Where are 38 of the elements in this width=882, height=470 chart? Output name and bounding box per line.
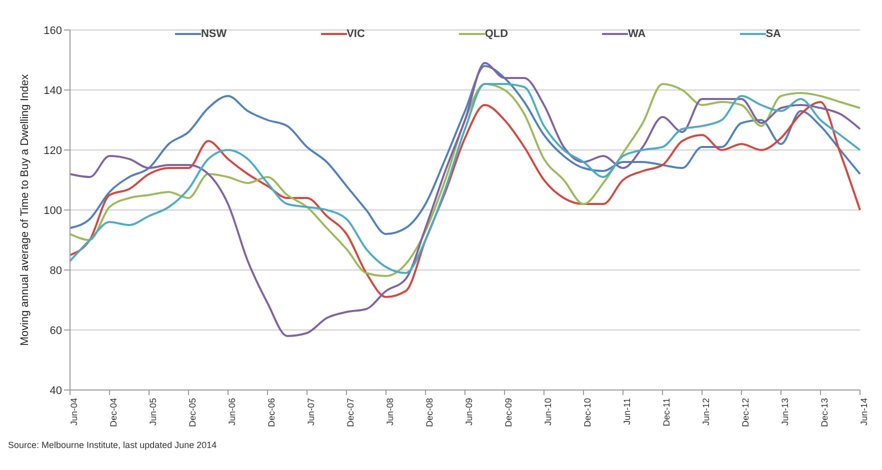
x-tick-label: Dec-04 xyxy=(108,398,118,428)
x-tick-label: Jun-12 xyxy=(701,398,711,426)
y-tick-label: 140 xyxy=(44,84,62,97)
legend-label: QLD xyxy=(484,28,508,40)
legend-label: WA xyxy=(628,28,646,40)
x-tick-label: Dec-07 xyxy=(346,398,356,428)
x-tick-label: Dec-06 xyxy=(266,398,276,428)
x-tick-label: Dec-09 xyxy=(504,398,514,428)
x-tick-label: Jun-06 xyxy=(227,398,237,426)
y-axis-title: Moving annual average of Time to Buy a Dwelling Index xyxy=(18,74,31,346)
x-tick-label: Dec-11 xyxy=(662,398,672,426)
x-tick-label: Jun-07 xyxy=(306,398,316,426)
x-tick-label: Jun-05 xyxy=(148,398,158,426)
x-tick-label: Dec-13 xyxy=(820,398,830,428)
y-tick-label: 160 xyxy=(44,24,62,37)
x-tick-label: Dec-12 xyxy=(740,398,750,428)
x-tick-label: Dec-05 xyxy=(188,398,198,428)
x-tick-label: Jun-08 xyxy=(385,398,395,426)
legend-label: VIC xyxy=(346,28,365,40)
legend-label: NSW xyxy=(200,28,227,40)
line-series xyxy=(69,65,861,235)
x-tick-label: Jun-13 xyxy=(780,398,790,426)
line-series xyxy=(69,62,861,337)
line-series xyxy=(69,101,861,298)
x-tick-label: Dec-08 xyxy=(424,398,434,428)
x-tick-label: Dec-10 xyxy=(582,398,592,428)
x-tick-label: Jun-04 xyxy=(69,398,79,426)
x-tick-label: Jun-09 xyxy=(464,398,474,426)
x-tick-label: Jun-14 xyxy=(859,398,869,426)
y-tick-label: 120 xyxy=(44,144,62,157)
x-tick-label: Jun-11 xyxy=(622,398,632,425)
y-tick-label: 60 xyxy=(50,324,62,337)
y-tick-label: 80 xyxy=(50,264,62,277)
legend-label: SA xyxy=(766,28,781,40)
source-note: Source: Melbourne Institute, last updated June 2014 xyxy=(8,440,218,450)
y-tick-label: 40 xyxy=(50,384,62,397)
x-tick-label: Jun-10 xyxy=(543,398,553,426)
y-tick-label: 100 xyxy=(44,204,62,217)
